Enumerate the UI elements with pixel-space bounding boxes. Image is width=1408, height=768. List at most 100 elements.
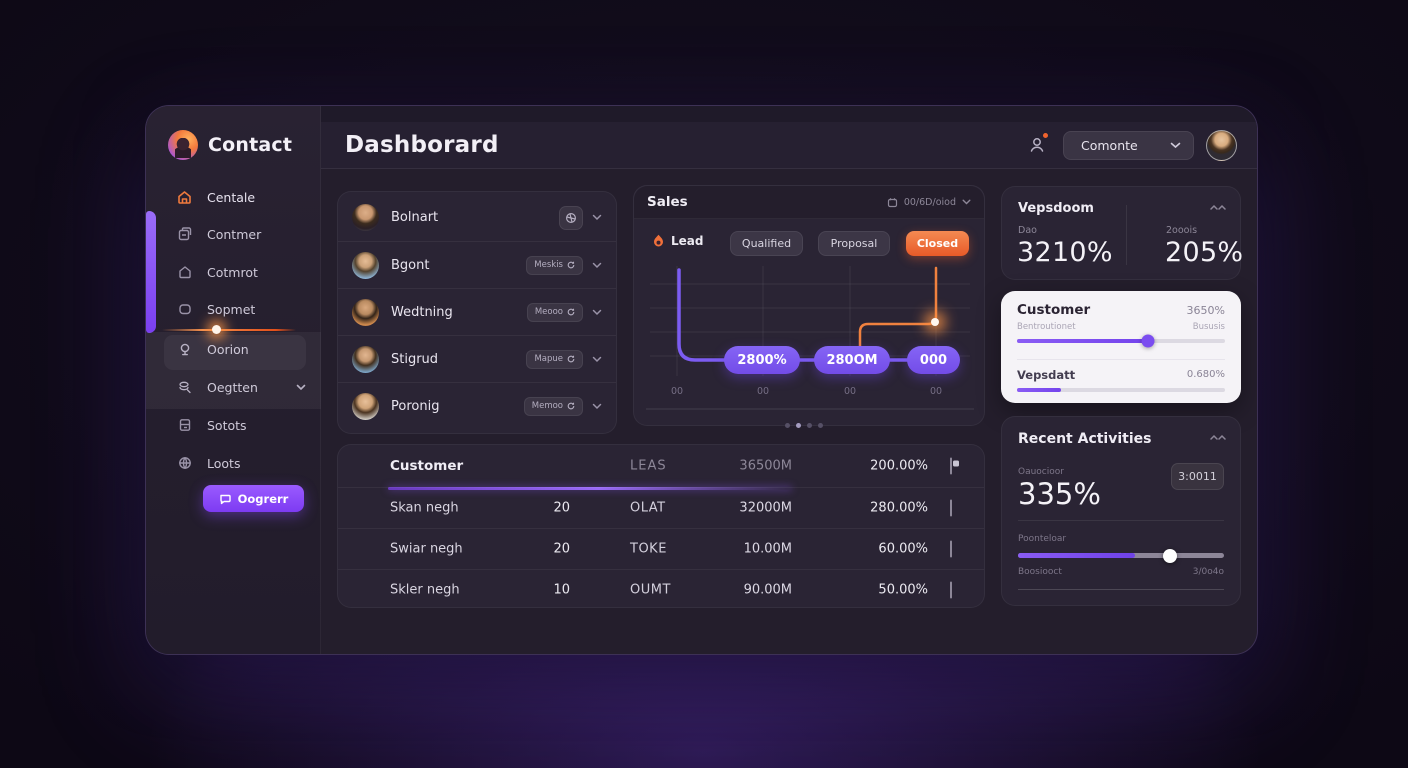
chevron-down-icon[interactable] bbox=[592, 403, 602, 410]
cell-customer: Swiar negh bbox=[390, 541, 463, 557]
activities-title: Recent Activities bbox=[1018, 431, 1152, 447]
slider-thumb[interactable] bbox=[1163, 548, 1178, 563]
chevron-down-icon bbox=[1170, 142, 1181, 148]
collapse-icon[interactable] bbox=[1210, 433, 1226, 443]
metric-value: 335% bbox=[1018, 477, 1101, 511]
pill-label: 280OM bbox=[826, 352, 878, 368]
sidebar-item-centale[interactable]: Centale bbox=[176, 183, 306, 211]
badge-label: Meskis bbox=[534, 260, 563, 270]
slider-thumb[interactable] bbox=[1141, 334, 1155, 348]
chart-value-pill[interactable]: 280OM bbox=[814, 346, 890, 374]
contact-name: Poronig bbox=[391, 398, 440, 414]
chevron-down-icon[interactable] bbox=[592, 356, 602, 363]
row-checkbox-outline[interactable] bbox=[950, 540, 952, 558]
contact-row[interactable]: Bolnart bbox=[338, 194, 616, 241]
sales-title: Sales bbox=[647, 194, 688, 210]
carousel-dot[interactable] bbox=[807, 423, 812, 428]
contact-row[interactable]: Wedtning Meooo bbox=[338, 288, 616, 335]
sidebar-item-oegtten[interactable]: Oegtten bbox=[176, 373, 306, 401]
sidebar-item-sotots[interactable]: Sotots bbox=[176, 411, 306, 439]
slider-track[interactable] bbox=[1017, 334, 1225, 348]
contact-badge[interactable]: Meooo bbox=[526, 302, 583, 322]
carousel-dot[interactable] bbox=[785, 423, 790, 428]
chevron-down-icon[interactable] bbox=[592, 262, 602, 269]
notebook-icon bbox=[176, 417, 193, 434]
sidebar-item-label: Contmer bbox=[207, 226, 262, 242]
contact-badge[interactable]: Mapue bbox=[526, 349, 583, 369]
refresh-icon bbox=[567, 355, 575, 363]
sidebar-item-contmer[interactable]: Contmer bbox=[176, 220, 306, 248]
slider-fill bbox=[1017, 339, 1149, 343]
sidebar-cta-button[interactable]: Oogrerr bbox=[203, 485, 304, 512]
carousel-dot[interactable] bbox=[818, 423, 823, 428]
chart-value-pill[interactable]: 000 bbox=[907, 346, 960, 374]
header-checkbox[interactable] bbox=[950, 457, 952, 475]
tab-proposal[interactable]: Proposal bbox=[818, 231, 890, 256]
sidebar-item-loots[interactable]: Loots bbox=[176, 449, 306, 477]
date-range-dropdown[interactable]: 00/6D/oiod bbox=[887, 197, 971, 208]
pill-label: 000 bbox=[919, 352, 948, 368]
date-range-value: 00/6D/oiod bbox=[903, 196, 956, 208]
cell-qty: 20 bbox=[553, 541, 570, 557]
cell-code: TOKE bbox=[630, 541, 667, 557]
contact-badge[interactable]: Meskis bbox=[526, 255, 583, 275]
x-axis-tick: 00 bbox=[756, 386, 770, 397]
stats-card: Vepsdoom Dao 3210% 2ooois 205% bbox=[1001, 186, 1244, 280]
square-icon bbox=[176, 301, 193, 318]
card-divider bbox=[1017, 359, 1225, 360]
table-row[interactable]: Skan negh 20 OLAT 32000M 280.00% bbox=[338, 487, 984, 528]
contact-actions: Meskis bbox=[526, 255, 602, 275]
sales-chart: 00 00 00 00 bbox=[646, 264, 974, 412]
chevron-down-icon bbox=[962, 199, 971, 205]
sidebar-item-label: Loots bbox=[207, 455, 241, 471]
profile-dropdown[interactable]: Comonte bbox=[1063, 130, 1194, 160]
contact-row[interactable]: Poronig Memoo bbox=[338, 382, 616, 429]
refresh-icon bbox=[567, 261, 575, 269]
contact-name: Wedtning bbox=[391, 304, 453, 320]
recent-activities-card: Recent Activities Oauocioor 3:0011 335% … bbox=[1001, 416, 1241, 606]
contact-action-button[interactable] bbox=[559, 205, 583, 230]
row-checkbox-outline[interactable] bbox=[950, 581, 952, 599]
cell-pct: 60.00% bbox=[878, 541, 928, 557]
tab-label: Proposal bbox=[830, 237, 878, 250]
row-checkbox-outline[interactable] bbox=[950, 499, 952, 517]
collapse-icon[interactable] bbox=[1210, 203, 1226, 213]
notifications-button[interactable] bbox=[1023, 131, 1051, 159]
stat-label: Dao bbox=[1018, 225, 1037, 236]
home-icon bbox=[176, 264, 193, 281]
customer-card: Customer 3650% Bentroutionet Bususis Vep… bbox=[1001, 291, 1241, 403]
stat-value: 205% bbox=[1165, 237, 1244, 268]
user-avatar[interactable] bbox=[1206, 129, 1237, 161]
contact-row[interactable]: Bgont Meskis bbox=[338, 241, 616, 288]
sidebar-item-oorion[interactable]: Oorion bbox=[176, 335, 306, 363]
sidebar: Contact Centale Contmer bbox=[146, 106, 321, 654]
window-top-strip bbox=[321, 106, 1257, 122]
notification-dot bbox=[1042, 132, 1049, 139]
table-row[interactable]: Skler negh 10 OUMT 90.00M 50.00% bbox=[338, 569, 984, 610]
sidebar-item-cotmrot[interactable]: Cotmrot bbox=[176, 258, 306, 286]
progress-fill bbox=[1017, 388, 1061, 392]
cell-amount: 10.00M bbox=[743, 541, 792, 557]
tab-closed[interactable]: Closed bbox=[906, 231, 969, 256]
carousel-dot-active[interactable] bbox=[796, 423, 801, 428]
tab-qualified[interactable]: Qualified bbox=[730, 231, 803, 256]
sales-panel: Sales 00/6D/oiod Lead Qualified Proposal… bbox=[633, 185, 985, 426]
sidebar-item-label: Cotmrot bbox=[207, 264, 258, 280]
page-title: Dashborard bbox=[345, 132, 499, 158]
sidebar-item-sopmet[interactable]: Sopmet bbox=[176, 295, 306, 323]
metric-badge[interactable]: 3:0011 bbox=[1171, 463, 1224, 490]
cell-code: OLAT bbox=[630, 500, 666, 516]
avatar bbox=[352, 251, 379, 279]
badge-value: 3:0011 bbox=[1178, 470, 1217, 483]
tab-lead[interactable]: Lead bbox=[652, 234, 703, 248]
table-row[interactable]: Swiar negh 20 TOKE 10.00M 60.00% bbox=[338, 528, 984, 569]
chart-value-pill[interactable]: 2800% bbox=[724, 346, 800, 374]
progress-value: 0.680% bbox=[1186, 369, 1225, 380]
contact-row[interactable]: Stigrud Mapue bbox=[338, 335, 616, 382]
contact-badge[interactable]: Memoo bbox=[523, 396, 583, 416]
chevron-down-icon[interactable] bbox=[592, 214, 602, 221]
flame-icon bbox=[654, 234, 663, 247]
brand: Contact bbox=[168, 130, 292, 160]
slider-track[interactable] bbox=[1018, 548, 1224, 563]
chevron-down-icon[interactable] bbox=[592, 309, 602, 316]
